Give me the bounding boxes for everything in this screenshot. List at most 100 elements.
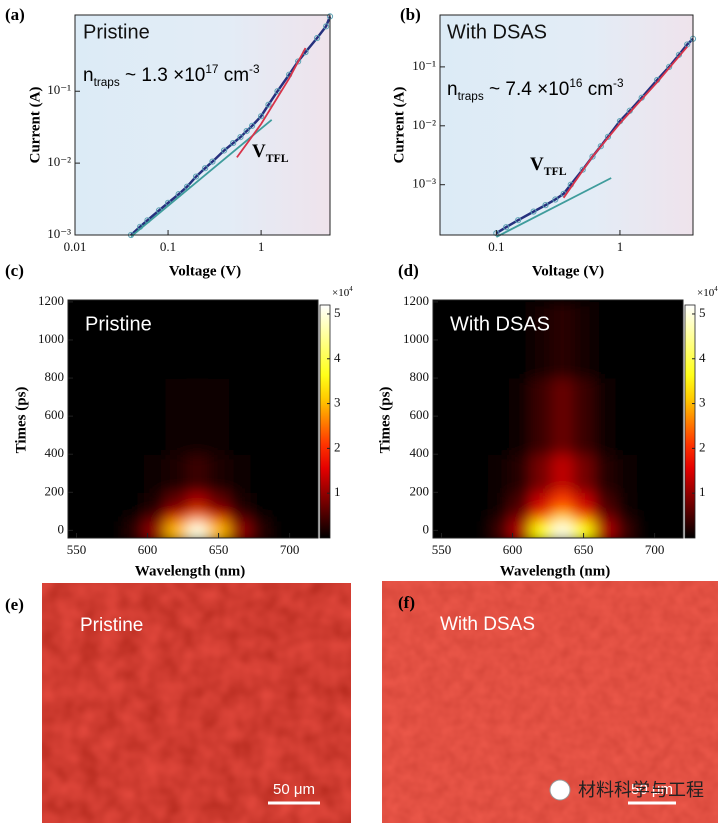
y-tick-label: 10⁻¹ — [412, 58, 436, 73]
caption: Pristine — [83, 21, 150, 43]
plot-frame — [67, 299, 319, 539]
n-traps-part: ~ 7.4 ×10 — [484, 79, 570, 100]
colorbar — [684, 304, 696, 539]
plot-frame — [74, 14, 331, 236]
y-tick-label: 0 — [423, 521, 430, 536]
y-axis-label: Current (A) — [391, 87, 407, 164]
heatmap-cell — [551, 378, 574, 455]
data-point — [604, 133, 612, 140]
heatmap-cell — [165, 520, 188, 538]
heatmap-cell — [165, 454, 188, 493]
heatmap-cell — [250, 378, 273, 455]
colorbar-label-part: ×10 — [332, 287, 350, 299]
heatmap-cell — [594, 520, 617, 538]
x-tick-label: 700 — [645, 542, 665, 557]
watermark: 材料科学与工程 — [578, 780, 704, 800]
heatmap-cell — [122, 511, 145, 522]
y-tick-label: 600 — [45, 407, 65, 422]
data-point — [589, 153, 596, 160]
heatmap-cell — [165, 492, 188, 512]
colorbar-tick-label: 3 — [699, 395, 706, 410]
colorbar-tick-label: 2 — [699, 439, 706, 454]
data-point — [220, 147, 228, 154]
colorbar-tick-label: 1 — [699, 484, 706, 499]
heatmap-cell — [551, 301, 574, 379]
fit-line — [236, 47, 307, 158]
heatmap-cell — [229, 520, 252, 538]
heatmap-cell — [143, 511, 166, 522]
y-tick-label: 0 — [58, 521, 65, 536]
v-tfl-part: V — [252, 141, 266, 162]
y-tick-label: 1200 — [38, 293, 64, 308]
heatmap-cell — [165, 301, 188, 379]
colorbar-tick-label: 1 — [334, 484, 341, 499]
panel-label: (e) — [5, 595, 24, 614]
y-axis-label: Current (A) — [27, 87, 43, 164]
data-point — [552, 196, 559, 203]
heatmap-cell — [508, 492, 531, 512]
data-point — [192, 173, 200, 180]
panel-label: (d) — [398, 261, 419, 280]
y-axis-label: Times (ps) — [377, 387, 393, 454]
heatmap-cell — [122, 454, 145, 493]
scale-bar-label: 50 μm — [273, 781, 315, 798]
heatmap-cell — [207, 520, 230, 538]
heatmap-cell — [594, 492, 617, 512]
heatmap-cell — [229, 492, 252, 512]
x-axis-label: Voltage (V) — [532, 263, 604, 279]
v-tfl-part: V — [530, 154, 544, 175]
heatmap-cell — [143, 520, 166, 538]
heatmap-cells — [122, 301, 273, 538]
heatmap-cell — [551, 520, 574, 538]
heatmap-cell — [572, 301, 595, 379]
colorbar — [319, 304, 331, 539]
colorbar-label: ×104 — [697, 286, 718, 298]
heatmap-cell — [207, 378, 230, 455]
x-tick-label: 650 — [209, 542, 229, 557]
panel-label: (f) — [398, 593, 415, 612]
v-tfl-part: TFL — [544, 165, 567, 178]
heatmap-cell — [551, 511, 574, 522]
heatmap-cell — [487, 454, 510, 493]
heatmap-cell — [572, 378, 595, 455]
heatmap-cell — [207, 492, 230, 512]
colorbar-tick-label: 2 — [334, 439, 341, 454]
colorbar-label: ×104 — [332, 286, 353, 298]
x-tick-label: 600 — [503, 542, 523, 557]
data-point — [314, 34, 321, 42]
data-point — [258, 113, 265, 120]
x-tick-label: 0.01 — [64, 239, 87, 254]
heatmap-cell — [250, 520, 273, 538]
y-tick-label: 400 — [410, 445, 430, 460]
heatmap-cell — [508, 378, 531, 455]
heatmap-cell — [594, 454, 617, 493]
y-tick-label: 800 — [45, 369, 65, 384]
v-tfl-part: TFL — [266, 152, 289, 165]
caption: With DSAS — [450, 313, 550, 335]
caption: Pristine — [85, 313, 152, 335]
y-axis-label: Times (ps) — [13, 387, 29, 454]
heatmap-cell — [572, 520, 595, 538]
y-tick-label: 600 — [410, 407, 430, 422]
heatmap-cell — [229, 454, 252, 493]
heatmap-cell — [207, 454, 230, 493]
y-tick-label: 200 — [410, 483, 430, 498]
fit-line — [562, 46, 688, 199]
heatmap-cell — [594, 378, 617, 455]
heatmap-cell — [615, 492, 638, 512]
n-traps-part: ~ 1.3 ×10 — [120, 65, 206, 86]
panel-label: (c) — [5, 261, 24, 280]
heatmap-cell — [615, 301, 638, 379]
x-tick-label: 0.1 — [160, 239, 176, 254]
colorbar-label-part: 4 — [714, 286, 718, 293]
heatmap-cell — [122, 492, 145, 512]
watermark-icon — [549, 779, 571, 801]
heatmap-cell — [229, 511, 252, 522]
y-tick-label: 10⁻² — [412, 117, 436, 132]
heatmap-cell — [594, 511, 617, 522]
n-traps-part: cm — [218, 65, 249, 86]
data-point — [597, 143, 604, 150]
heatmap-cell — [530, 492, 553, 512]
plot-background — [440, 15, 693, 235]
